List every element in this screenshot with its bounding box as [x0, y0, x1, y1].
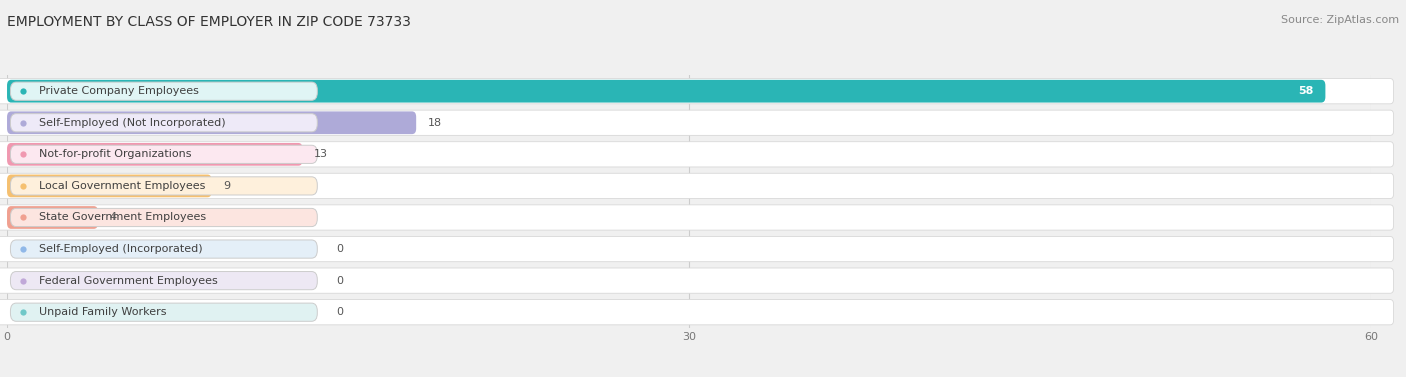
FancyBboxPatch shape	[10, 82, 318, 100]
Text: Self-Employed (Incorporated): Self-Employed (Incorporated)	[39, 244, 202, 254]
FancyBboxPatch shape	[7, 206, 98, 229]
Text: Unpaid Family Workers: Unpaid Family Workers	[39, 307, 166, 317]
Text: Source: ZipAtlas.com: Source: ZipAtlas.com	[1281, 15, 1399, 25]
FancyBboxPatch shape	[7, 175, 211, 197]
FancyBboxPatch shape	[10, 271, 318, 290]
FancyBboxPatch shape	[10, 145, 318, 163]
Text: Private Company Employees: Private Company Employees	[39, 86, 198, 96]
FancyBboxPatch shape	[0, 142, 1393, 167]
FancyBboxPatch shape	[0, 205, 1393, 230]
Text: 18: 18	[427, 118, 441, 128]
FancyBboxPatch shape	[10, 240, 318, 258]
Text: 0: 0	[336, 276, 343, 286]
Text: State Government Employees: State Government Employees	[39, 213, 205, 222]
FancyBboxPatch shape	[10, 114, 318, 132]
Text: 0: 0	[336, 244, 343, 254]
Text: 58: 58	[1299, 86, 1315, 96]
FancyBboxPatch shape	[0, 300, 1393, 325]
FancyBboxPatch shape	[0, 110, 1393, 135]
Text: 13: 13	[314, 149, 328, 159]
FancyBboxPatch shape	[10, 208, 318, 227]
FancyBboxPatch shape	[7, 143, 302, 166]
FancyBboxPatch shape	[7, 80, 1326, 103]
Text: Self-Employed (Not Incorporated): Self-Employed (Not Incorporated)	[39, 118, 225, 128]
FancyBboxPatch shape	[0, 78, 1393, 104]
FancyBboxPatch shape	[0, 268, 1393, 293]
FancyBboxPatch shape	[0, 173, 1393, 199]
FancyBboxPatch shape	[7, 111, 416, 134]
Text: EMPLOYMENT BY CLASS OF EMPLOYER IN ZIP CODE 73733: EMPLOYMENT BY CLASS OF EMPLOYER IN ZIP C…	[7, 15, 411, 29]
Text: 9: 9	[224, 181, 231, 191]
Text: Local Government Employees: Local Government Employees	[39, 181, 205, 191]
Text: 4: 4	[110, 213, 117, 222]
FancyBboxPatch shape	[10, 177, 318, 195]
Text: 0: 0	[336, 307, 343, 317]
FancyBboxPatch shape	[10, 303, 318, 321]
Text: Federal Government Employees: Federal Government Employees	[39, 276, 218, 286]
Text: Not-for-profit Organizations: Not-for-profit Organizations	[39, 149, 191, 159]
FancyBboxPatch shape	[0, 236, 1393, 262]
